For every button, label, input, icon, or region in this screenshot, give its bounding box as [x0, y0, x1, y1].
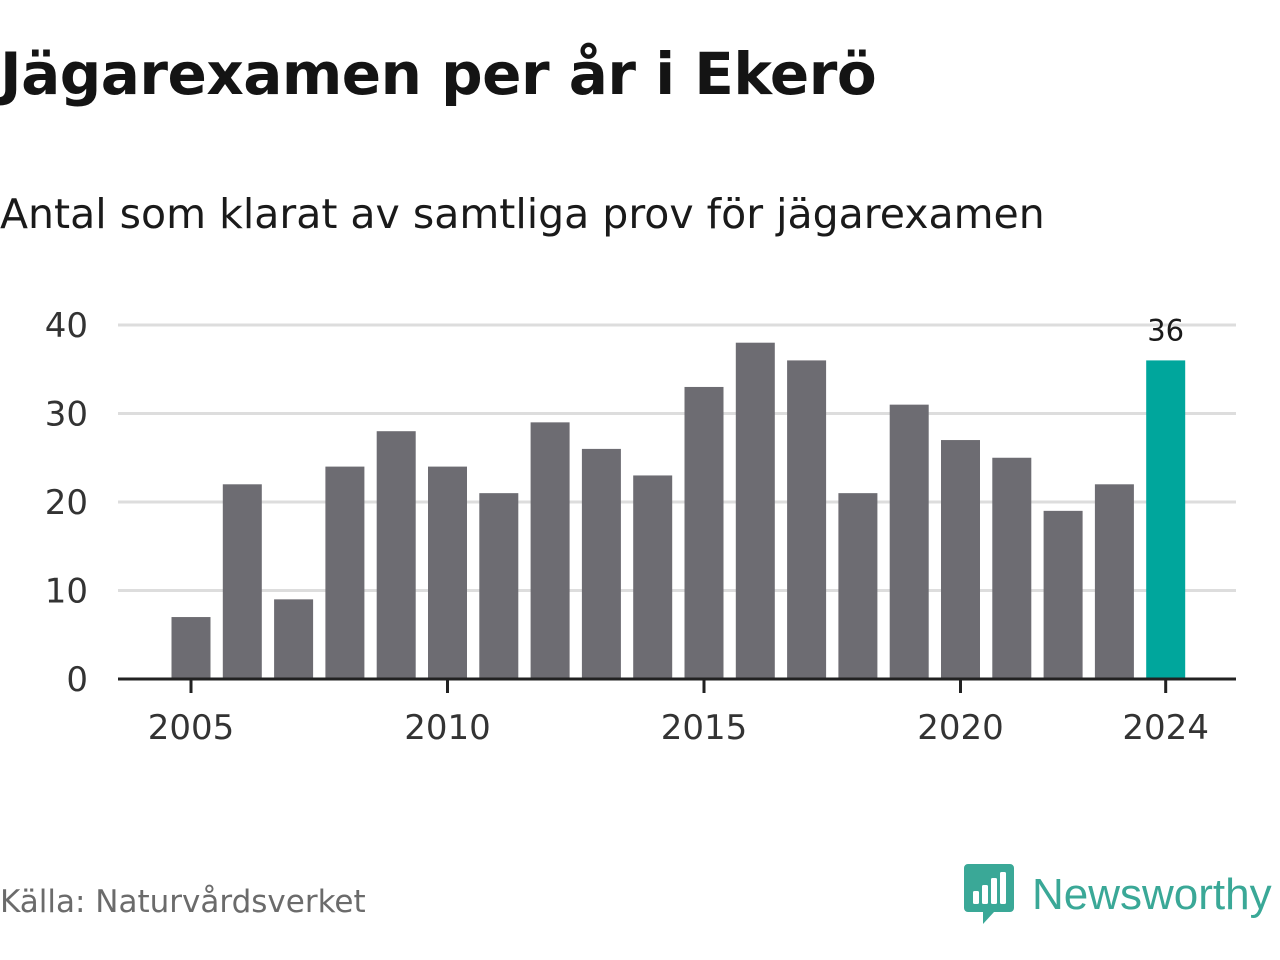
y-tick-label-10: 10	[45, 572, 88, 612]
bar-2011	[479, 493, 519, 679]
bar-2006	[222, 484, 262, 679]
bar-2017	[787, 360, 827, 679]
chart-title: Jägarexamen per år i Ekerö	[0, 40, 877, 108]
bar-2019	[889, 404, 929, 679]
bar-2024	[1146, 360, 1186, 679]
y-axis-ticks: 0 10 20 30 40	[45, 306, 88, 700]
bar-2007	[274, 599, 314, 679]
brand-logo: Newsworthy	[964, 864, 1272, 926]
bar-2020	[941, 440, 980, 679]
bar-2015	[684, 386, 724, 679]
bar-2021	[992, 457, 1032, 679]
bar-2008	[325, 466, 365, 679]
bar-2010	[428, 466, 467, 679]
bar-2023	[1094, 484, 1134, 679]
y-tick-label-40: 40	[45, 306, 88, 346]
bars	[171, 342, 1186, 679]
x-tick-label-2020: 2020	[917, 708, 1004, 748]
bar-2012	[530, 422, 570, 679]
newsworthy-logo-icon	[964, 864, 1014, 924]
bar-2018	[838, 493, 878, 679]
bar-2016	[735, 342, 775, 679]
bar-2013	[581, 448, 621, 679]
y-tick-label-30: 30	[45, 395, 88, 435]
value-labels: 36	[1147, 313, 1184, 347]
bar-chart: 0 10 20 30 40 36 2005 2010 2015 2020 2024	[45, 306, 1236, 748]
x-tick-label-2015: 2015	[661, 708, 748, 748]
bar-2005	[171, 617, 211, 679]
x-tick-label-2010: 2010	[404, 708, 491, 748]
x-tick-label-2005: 2005	[148, 708, 235, 748]
x-tick-label-2024: 2024	[1122, 708, 1209, 748]
chart-subtitle: Antal som klarat av samtliga prov för jä…	[0, 190, 1045, 238]
source-note: Källa: Naturvårdsverket	[0, 884, 366, 920]
bar-2022	[1043, 510, 1083, 679]
brand-name: Newsworthy	[1032, 870, 1272, 919]
y-tick-label-0: 0	[66, 660, 88, 700]
bar-2009	[376, 431, 416, 679]
value-label-2024: 36	[1147, 313, 1184, 347]
bar-2014	[633, 475, 673, 679]
x-axis-ticks: 2005 2010 2015 2020 2024	[148, 679, 1209, 748]
y-tick-label-20: 20	[45, 483, 88, 523]
